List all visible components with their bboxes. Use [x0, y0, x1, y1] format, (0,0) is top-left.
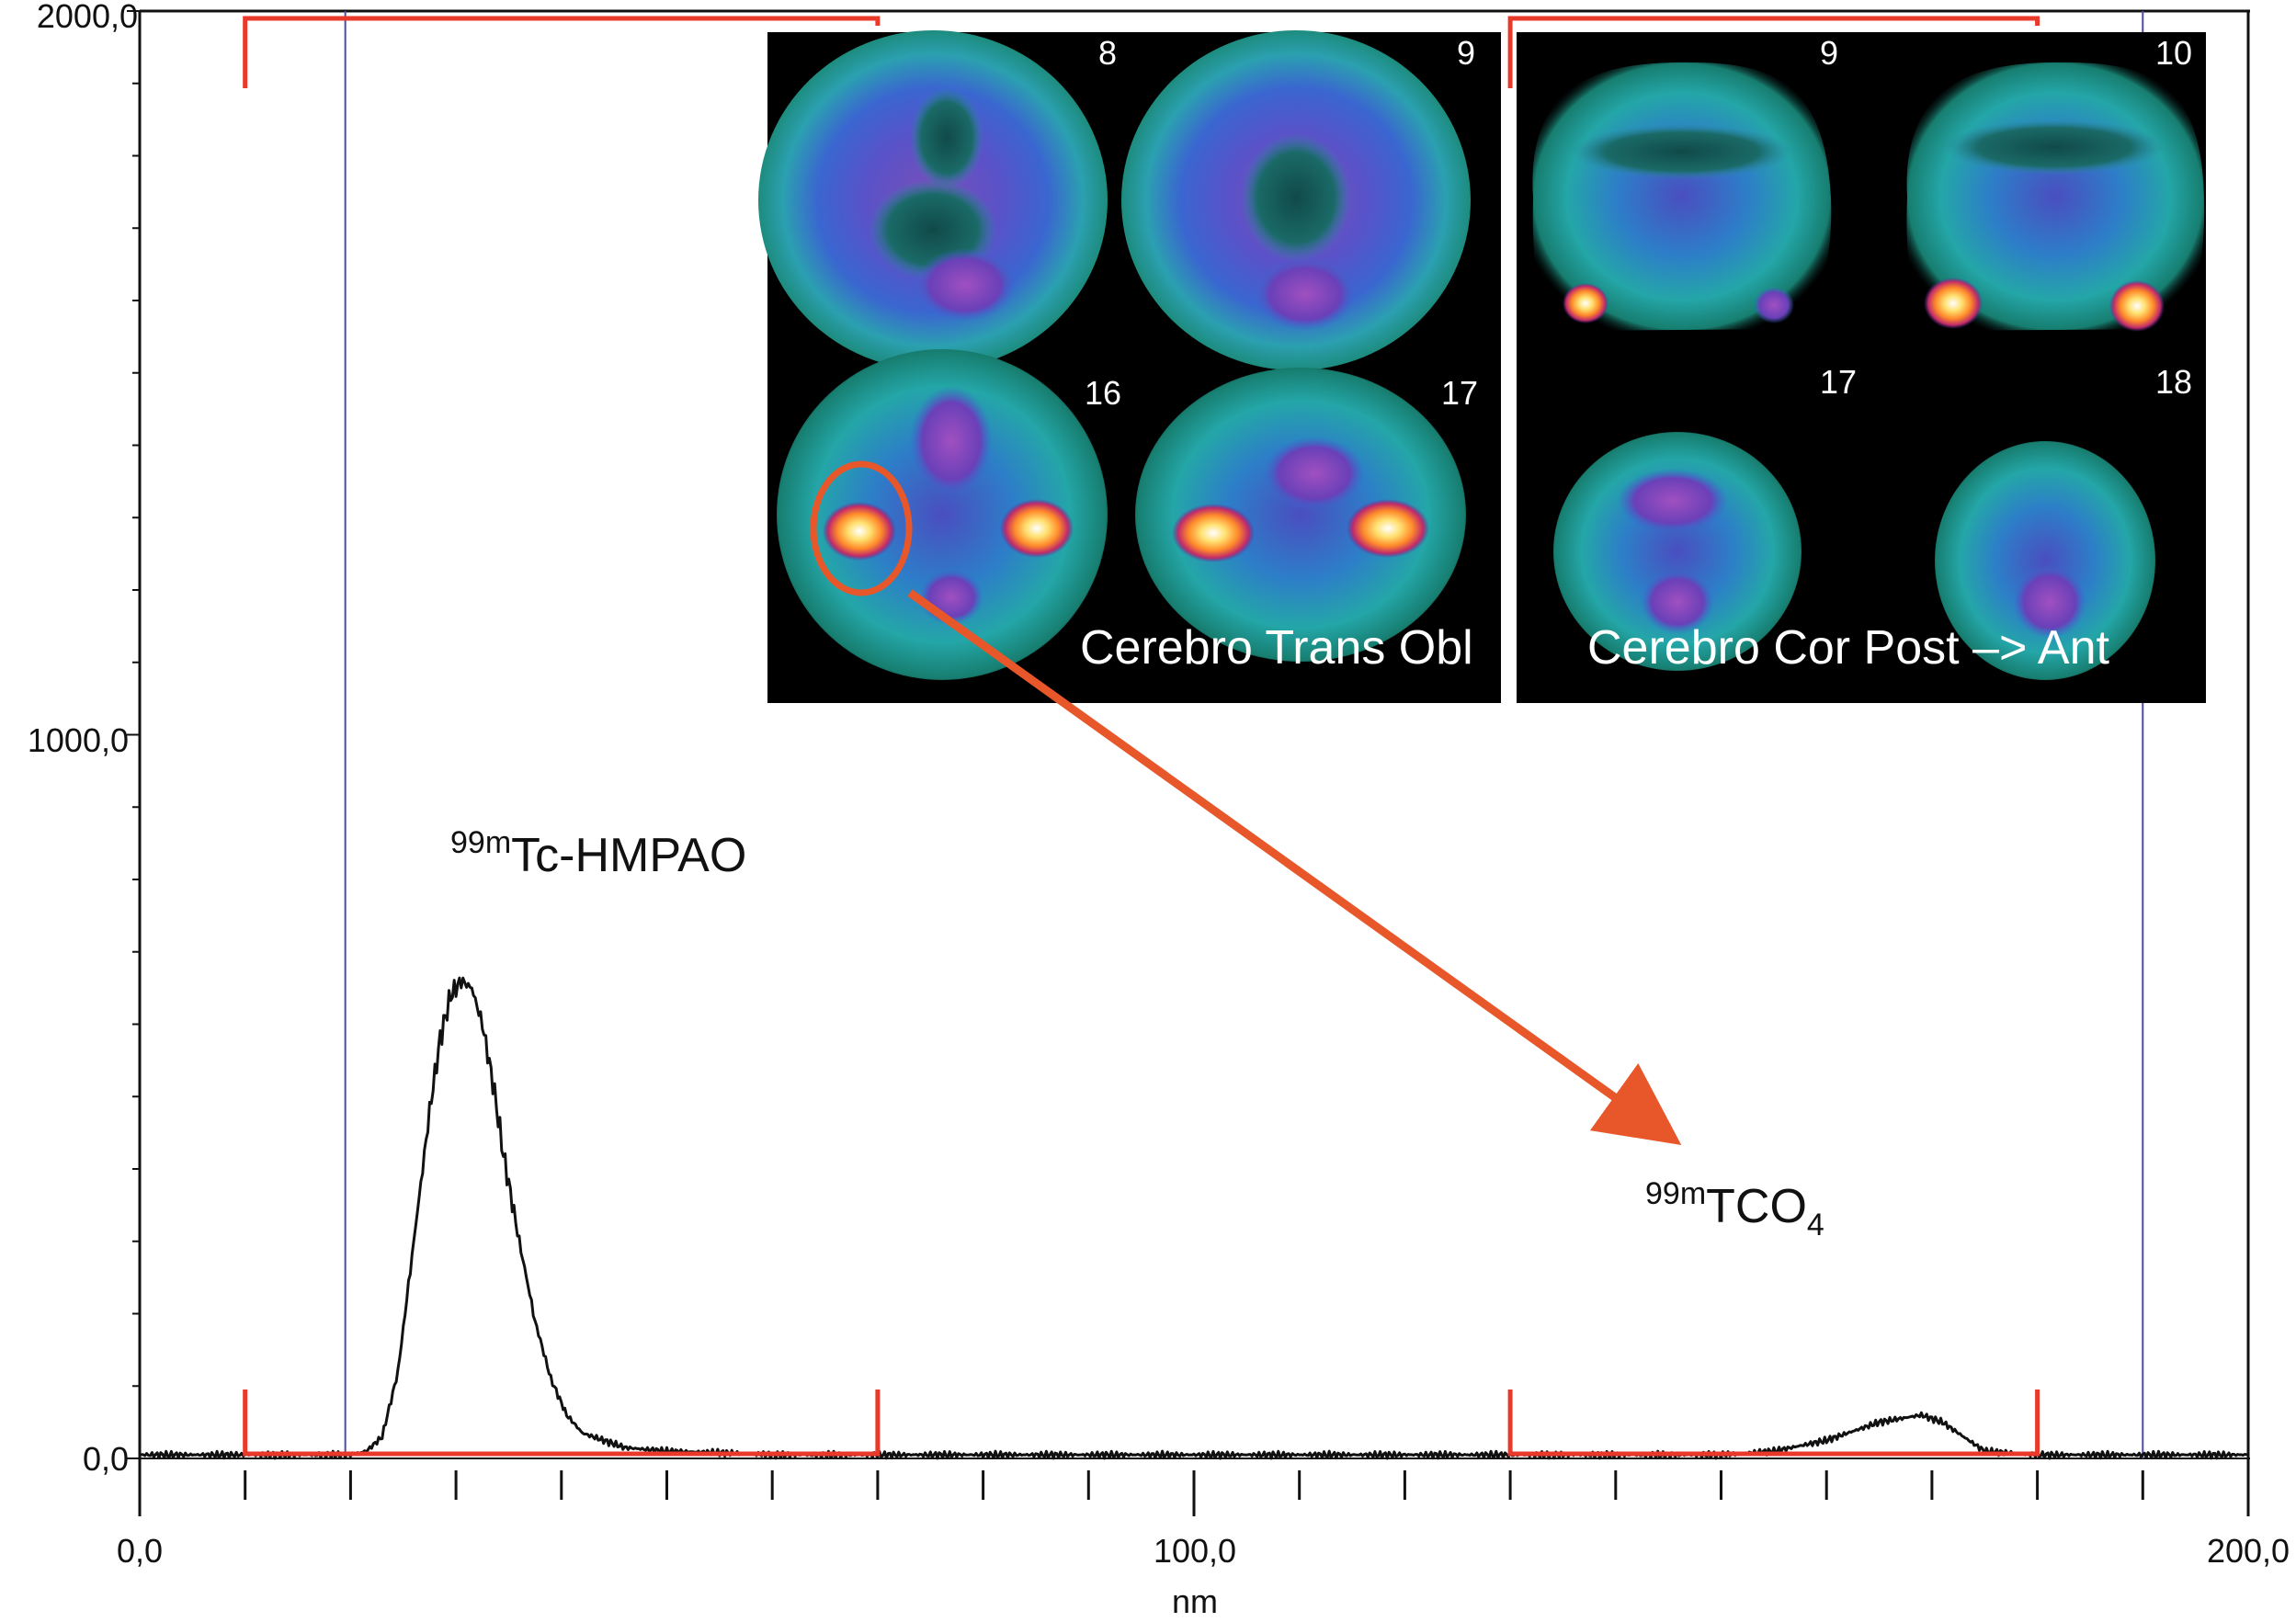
integration-brackets	[243, 16, 2040, 1457]
plot-frame	[138, 9, 2250, 1514]
peak-label-tco4-sub: 4	[1807, 1208, 1824, 1242]
y-tick-label-0: 0,0	[83, 1440, 129, 1478]
slice-num-9: 9	[1457, 34, 1475, 72]
peak-label-tco4-text: TCO	[1706, 1180, 1807, 1233]
peak-label-hmpao: 99mTc-HMPAO	[450, 825, 746, 882]
slice-num-17: 17	[1441, 374, 1478, 412]
inset-left-caption: Cerebro Trans Obl	[1080, 621, 1473, 675]
bracket-bottom-0	[243, 1389, 881, 1457]
coronal-slice-num-17: 17	[1820, 363, 1857, 401]
y-axis-ticks	[127, 10, 140, 1459]
coronal-slice-num-18: 18	[2155, 363, 2192, 401]
peak-label-tco4: 99mTCO4	[1645, 1176, 1824, 1242]
slice-num-16: 16	[1085, 374, 1121, 412]
peak-label-tco4-sup: 99m	[1645, 1176, 1706, 1211]
y-tick-label-2000: 2000,0	[37, 0, 138, 35]
y-tick-label-1000: 1000,0	[28, 721, 129, 759]
peak-label-hmpao-text: Tc-HMPAO	[511, 829, 746, 882]
peak-label-hmpao-sup: 99m	[450, 825, 511, 860]
coronal-slice-num-9: 9	[1820, 34, 1838, 72]
bracket-top-0	[243, 16, 881, 88]
x-tick-label-0: 0,0	[117, 1532, 163, 1570]
highlight-circle	[810, 460, 913, 596]
x-tick-label-200: 200,0	[2207, 1532, 2290, 1570]
x-tick-label-100: 100,0	[1154, 1532, 1236, 1570]
bracket-bottom-1	[1507, 1389, 2040, 1457]
inset-transverse: 8 9 16 17 Cerebro Trans Obl	[758, 30, 1501, 703]
pointer-arrow	[907, 589, 1682, 1145]
inset-coronal: 9 10 17 18 Cerebro Cor Post –> Ant	[1517, 32, 2206, 703]
bracket-top-1	[1507, 16, 2040, 88]
x-axis-title: nm	[1172, 1582, 1218, 1620]
chromatogram-trace	[139, 976, 2249, 1460]
slice-num-8: 8	[1098, 34, 1117, 72]
coronal-slice-num-10: 10	[2155, 34, 2192, 72]
x-axis-ticks	[138, 1470, 2250, 1516]
inset-right-caption: Cerebro Cor Post –> Ant	[1587, 621, 2110, 675]
